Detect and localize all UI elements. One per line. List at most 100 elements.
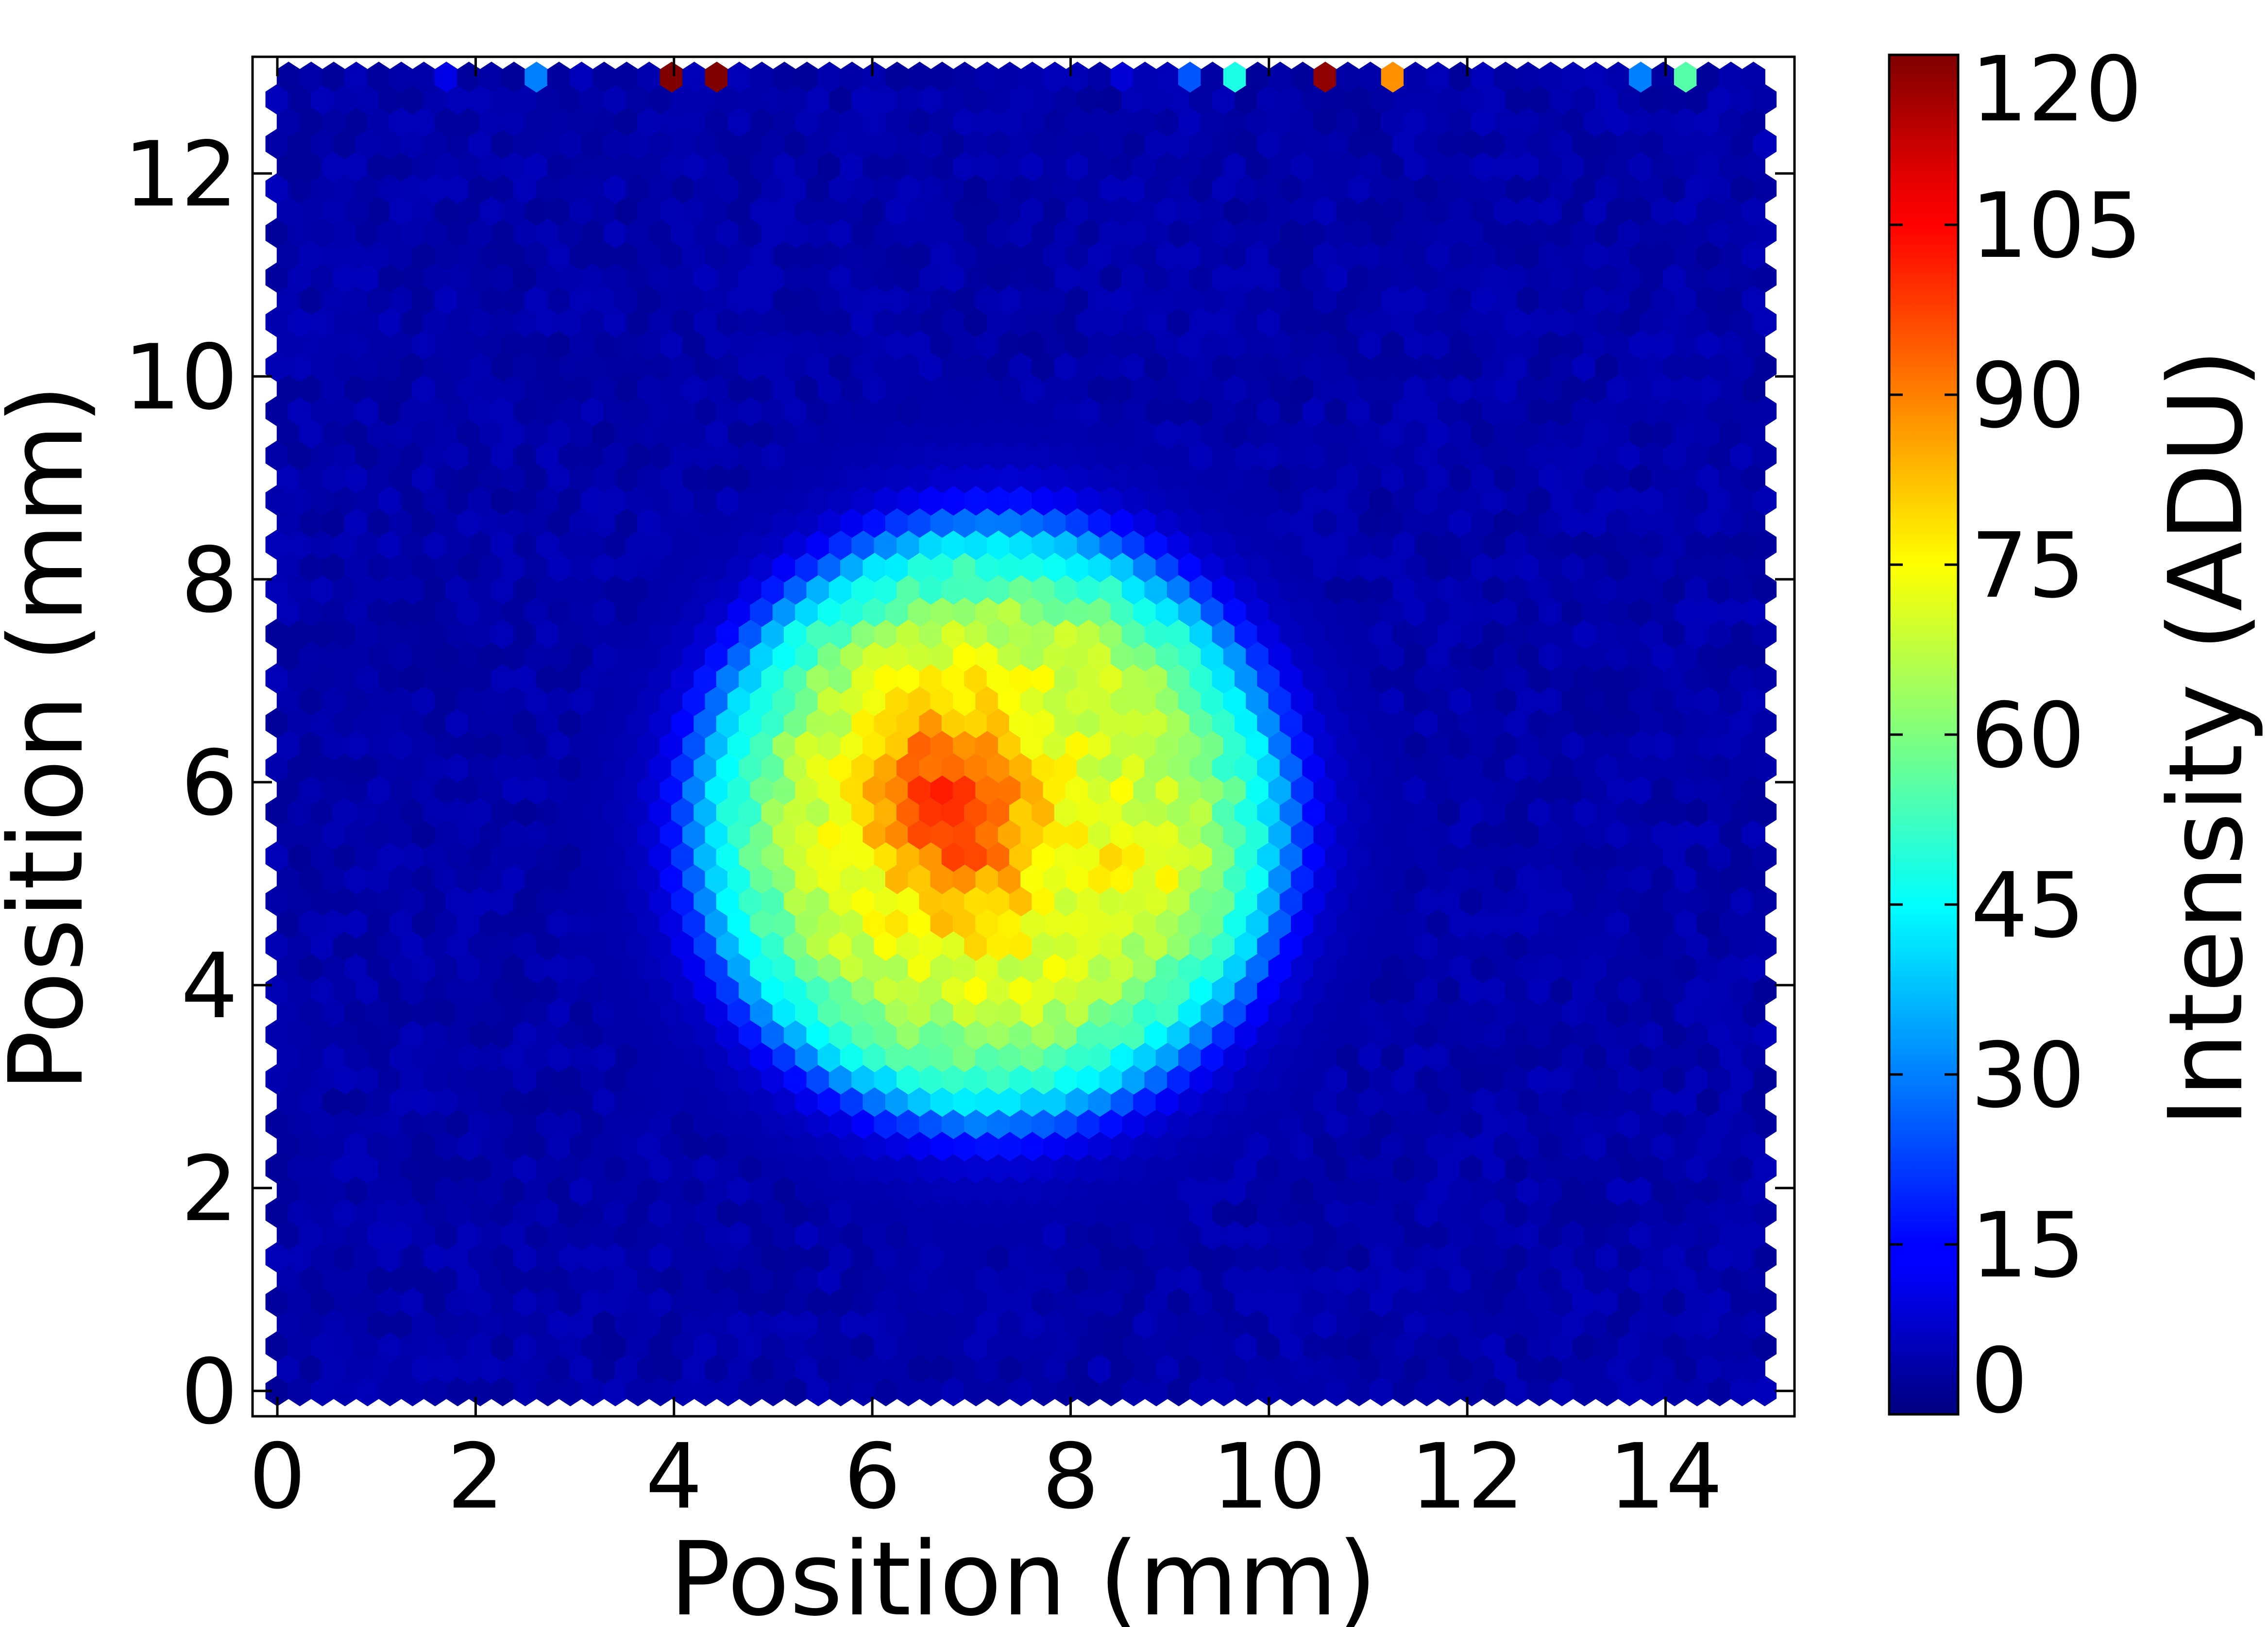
hex-cell: [558, 1241, 582, 1273]
hex-cell: [1550, 485, 1574, 516]
hex-cell: [603, 1108, 627, 1140]
hex-cell: [536, 529, 560, 560]
hex-cell: [1223, 907, 1247, 939]
hex-cell: [1460, 663, 1484, 694]
hex-cell: [310, 1153, 335, 1184]
hex-cell: [660, 1086, 684, 1117]
hex-cell: [367, 373, 391, 404]
hex-cell: [1516, 552, 1540, 583]
hex-cell: [1235, 707, 1258, 738]
hex-cell: [445, 173, 470, 204]
hex-cell: [581, 396, 605, 427]
hex-cell: [1313, 774, 1337, 805]
hex-cell: [1032, 886, 1056, 917]
hex-cell: [671, 1197, 695, 1228]
hex-cell: [908, 596, 931, 627]
hex-cell: [986, 796, 1011, 828]
hex-cell: [1381, 284, 1405, 316]
hex-cell: [727, 819, 751, 850]
hex-cell: [671, 1241, 695, 1273]
hex-cell: [1651, 1086, 1676, 1117]
hex-cell: [851, 618, 875, 650]
hex-cell: [705, 373, 729, 404]
hex-cell: [299, 640, 323, 671]
hex-cell: [1696, 774, 1721, 805]
hex-cell: [581, 707, 605, 738]
hex-cell: [1291, 596, 1315, 627]
hex-cell: [874, 1197, 898, 1228]
hex-cell: [1313, 106, 1337, 137]
hex-cell: [772, 997, 796, 1028]
hex-cell: [1201, 195, 1225, 226]
hex-cell: [1662, 396, 1687, 427]
hex-cell: [592, 729, 616, 761]
hex-cell: [1077, 1197, 1100, 1228]
hex-cell: [1043, 462, 1067, 494]
hex-cell: [310, 573, 335, 605]
hex-cell: [953, 151, 977, 182]
hex-cell: [1381, 907, 1405, 939]
hex-cell: [1043, 507, 1067, 538]
hex-cell: [491, 752, 515, 783]
hex-cell: [581, 1286, 605, 1318]
hex-cell: [355, 485, 380, 516]
hex-cell: [829, 1197, 853, 1228]
hex-cell: [919, 796, 943, 828]
hex-cell: [547, 462, 571, 494]
hex-cell: [986, 974, 1011, 1006]
hex-cell: [1223, 952, 1247, 984]
hex-cell: [1212, 440, 1236, 471]
hex-cell: [1460, 573, 1484, 605]
hex-cell: [1279, 930, 1303, 961]
hex-cell: [434, 1041, 458, 1073]
hex-cell: [310, 752, 335, 783]
hex-cell: [1696, 1086, 1721, 1117]
hex-cell: [265, 974, 289, 1006]
hex-cell: [1009, 1331, 1033, 1362]
hex-cell: [626, 1241, 650, 1273]
hex-cell: [491, 796, 515, 828]
hex-cell: [1527, 396, 1552, 427]
hex-cell: [1099, 930, 1123, 961]
hex-cell: [1201, 907, 1225, 939]
hex-cell: [1133, 62, 1157, 93]
hex-cell: [1662, 841, 1687, 872]
hex-cell: [1032, 306, 1056, 338]
hex-cell: [975, 1264, 999, 1295]
hex-cell: [1561, 640, 1585, 671]
hex-cell: [660, 106, 684, 137]
hex-cell: [682, 863, 706, 894]
hex-cell: [333, 663, 357, 694]
hex-cell: [1651, 685, 1676, 716]
hex-cell: [333, 930, 357, 961]
hex-cell: [558, 707, 582, 738]
hex-cell: [491, 306, 515, 338]
hex-cell: [1223, 418, 1247, 449]
hex-cell: [1043, 1175, 1067, 1206]
hex-cell: [1685, 1375, 1709, 1407]
hex-cell: [761, 618, 785, 650]
hex-cell: [614, 1175, 639, 1206]
hex-cell: [1043, 239, 1067, 271]
hex-cell: [1099, 1375, 1123, 1407]
hex-cell: [1054, 1241, 1078, 1273]
hex-cell: [930, 552, 954, 583]
hex-cell: [558, 1375, 582, 1407]
hex-cell: [276, 774, 301, 805]
hex-cell: [1257, 1286, 1281, 1318]
hex-cell: [378, 1286, 402, 1318]
hex-cell: [401, 886, 424, 917]
hex-cell: [1178, 329, 1202, 360]
hex-cell: [1719, 418, 1743, 449]
hex-cell: [908, 1130, 931, 1161]
hex-cell: [1358, 1308, 1383, 1340]
hex-cell: [739, 396, 762, 427]
hex-cell: [1730, 1375, 1754, 1407]
hex-cell: [1629, 552, 1653, 583]
hex-cell: [739, 1331, 762, 1362]
hex-cell: [1584, 195, 1608, 226]
hex-cell: [1133, 1086, 1157, 1117]
hex-cell: [513, 440, 537, 471]
hex-cell: [1471, 1086, 1495, 1117]
